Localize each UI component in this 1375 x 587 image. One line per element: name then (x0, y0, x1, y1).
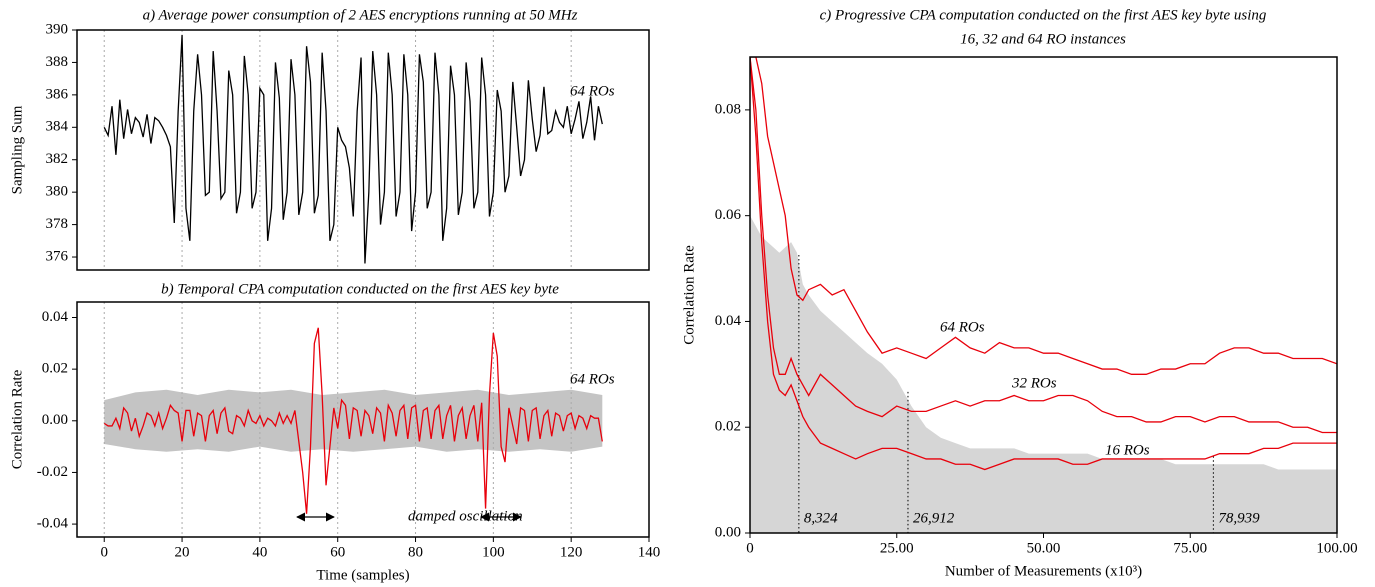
y-tick-label: 0.02 (715, 419, 741, 435)
marker-label: 26,912 (913, 510, 955, 526)
y-axis-label: Correlation Rate (9, 369, 25, 469)
y-tick-label: 0.00 (42, 412, 68, 428)
plot-frame (76, 29, 650, 271)
y-tick-label: -0.02 (37, 464, 68, 480)
chart-title: b) Temporal CPA computation conducted on… (161, 281, 559, 297)
x-tick-label: 0 (100, 544, 108, 560)
y-tick-label: 384 (46, 119, 69, 135)
x-tick-label: 20 (175, 544, 190, 560)
line (750, 57, 1337, 375)
x-tick-label: 0 (746, 540, 754, 556)
y-tick-label: -0.04 (37, 516, 69, 532)
marker-label: 78,939 (1218, 510, 1260, 526)
y-tick-label: 388 (46, 54, 69, 70)
plot-frame (76, 301, 650, 538)
x-tick-label: 50.00 (1027, 540, 1061, 556)
series-label: 32 ROs (1011, 375, 1057, 391)
line (103, 34, 603, 264)
y-tick-label: 380 (46, 184, 69, 200)
y-tick-label: 382 (46, 151, 69, 167)
series-label: 16 ROs (1105, 442, 1150, 458)
x-tick-label: 140 (638, 544, 661, 560)
y-tick-label: 390 (46, 21, 69, 37)
chart-title: a) Average power consumption of 2 AES en… (143, 7, 578, 23)
series-label: 64 ROs (940, 319, 985, 335)
line (103, 327, 603, 514)
annotation: 64 ROs (570, 83, 615, 99)
x-tick-label: 25.00 (880, 540, 914, 556)
y-tick-label: 0.04 (42, 309, 69, 325)
y-tick-label: 0.02 (42, 361, 68, 377)
y-tick-label: 0.04 (715, 313, 742, 329)
x-tick-label: 120 (560, 544, 583, 560)
y-tick-label: 386 (46, 86, 69, 102)
plot (750, 57, 1337, 533)
x-tick-label: 75.00 (1173, 540, 1207, 556)
y-tick-label: 378 (46, 216, 69, 232)
x-tick-label: 100.00 (1316, 540, 1357, 556)
x-tick-label: 100 (482, 544, 505, 560)
x-axis-label: Time (samples) (316, 567, 409, 583)
y-tick-label: 0.06 (715, 207, 742, 223)
area (750, 215, 1337, 533)
y-axis-label: Sampling Sum (9, 105, 25, 194)
line (750, 57, 1337, 471)
chart-title: c) Progressive CPA computation conducted… (820, 7, 1267, 23)
y-tick-label: 0.08 (715, 101, 741, 117)
plot (103, 30, 603, 270)
line (750, 57, 1337, 434)
y-tick-label: 376 (46, 248, 69, 264)
marker-label: 8,324 (804, 510, 838, 526)
x-tick-label: 60 (330, 544, 345, 560)
annotation: 64 ROs (570, 371, 615, 387)
y-axis-label: Correlation Rate (681, 245, 697, 345)
x-tick-label: 80 (408, 544, 423, 560)
annotation: damped oscillation (408, 508, 523, 524)
x-tick-label: 40 (252, 544, 267, 560)
chart-title: 16, 32 and 64 RO instances (960, 31, 1126, 47)
x-axis-label: Number of Measurements (x10³) (945, 563, 1142, 579)
plot (103, 302, 649, 537)
y-tick-label: 0.00 (715, 524, 741, 540)
